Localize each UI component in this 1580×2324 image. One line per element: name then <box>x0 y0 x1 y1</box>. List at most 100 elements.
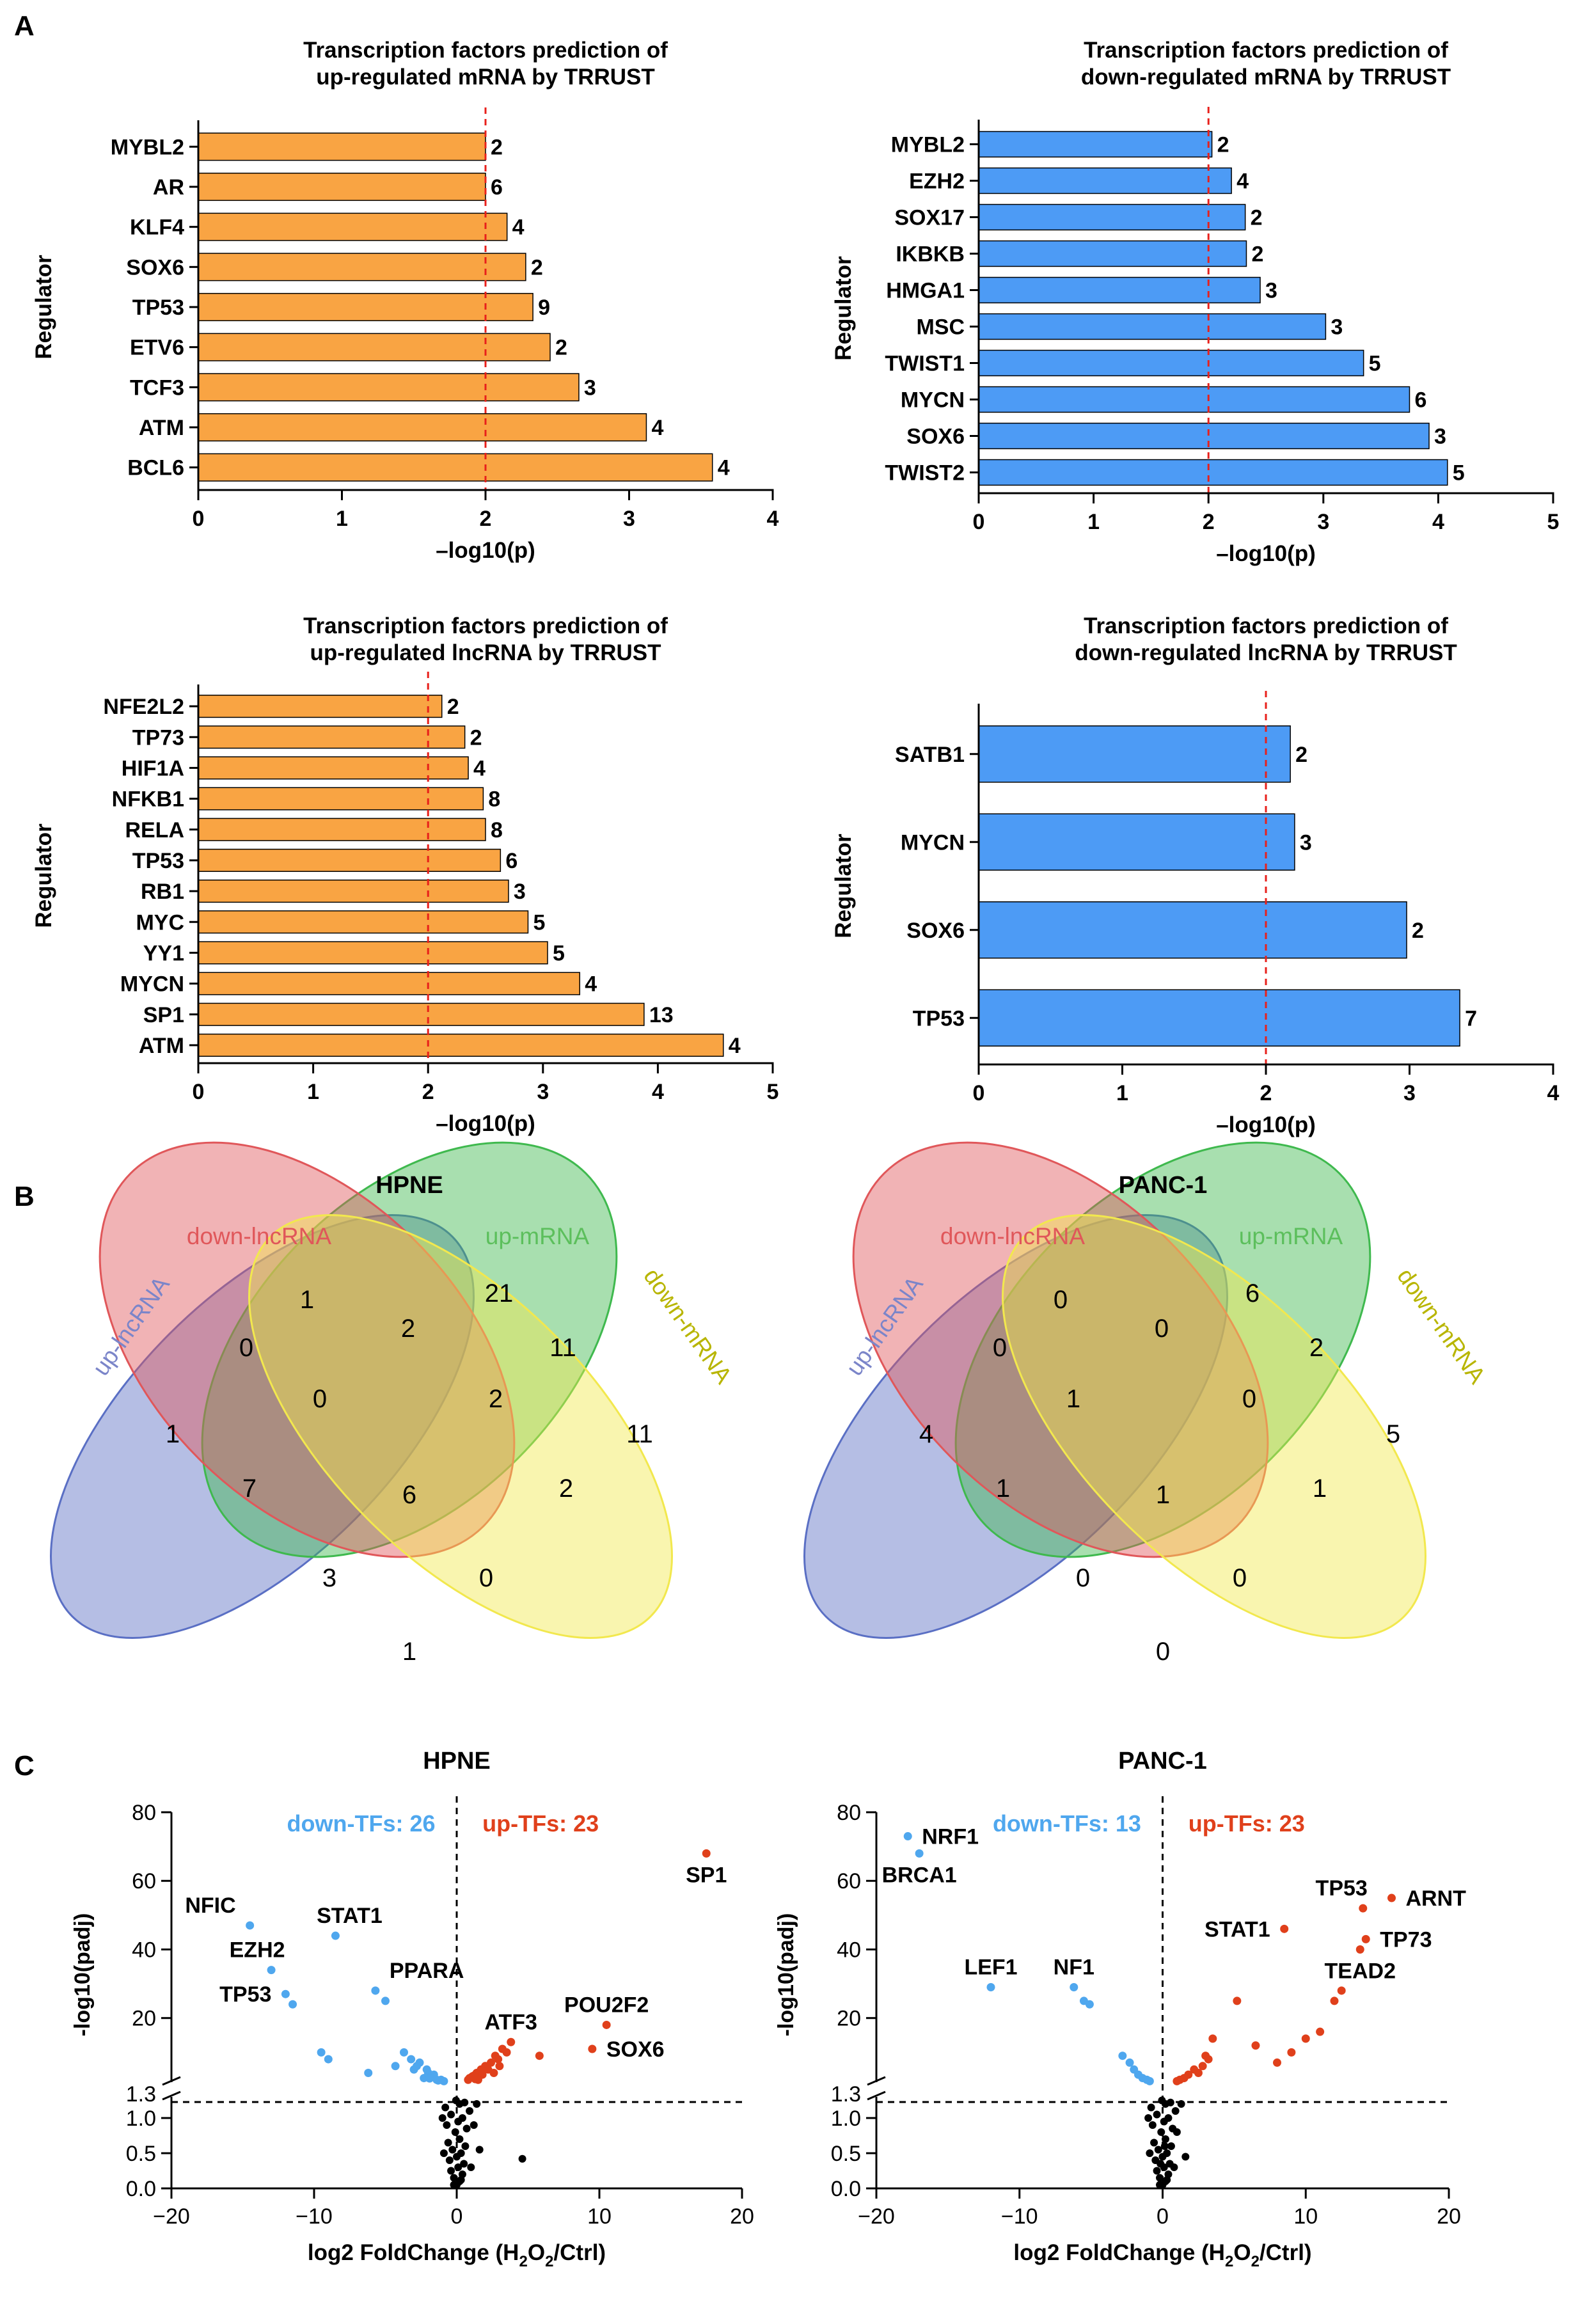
chart-title-line2: up-regulated mRNA by TRRUST <box>316 65 655 90</box>
gene-label: ATF3 <box>484 2010 537 2034</box>
chart-title-line2: up-regulated lncRNA by TRRUST <box>310 640 661 665</box>
point-not-significant <box>447 2110 455 2119</box>
count-label: 2 <box>555 336 567 360</box>
category-label: TWIST1 <box>885 352 965 376</box>
venn-title: HPNE <box>375 1172 443 1199</box>
chart-title-line2: down-regulated lncRNA by TRRUST <box>1075 640 1457 665</box>
x-tick-label: 0 <box>193 507 205 531</box>
point-not-significant <box>460 2160 468 2168</box>
point-up-regulated <box>489 2069 498 2078</box>
point-not-significant <box>1160 2117 1168 2126</box>
point-not-significant <box>1150 2138 1158 2147</box>
category-label: RB1 <box>141 880 184 904</box>
point-up-regulated <box>1198 2062 1207 2071</box>
down-tf-count: down-TFs: 26 <box>287 1810 436 1837</box>
category-label: HMGA1 <box>886 279 965 303</box>
gene-label: PPARA <box>390 1959 464 1983</box>
gene-label: TP53 <box>219 1982 271 2007</box>
volcano-plot-panc1: PANC-1 −20 −10 0 10 20 0.0 0.5 1.01.3 20 40 60 80 log… <box>774 1748 1466 2270</box>
point-not-significant <box>1171 2107 1180 2115</box>
x-tick-label: 3 <box>1317 510 1329 534</box>
point-not-significant <box>467 2163 475 2171</box>
count-label: 6 <box>491 175 503 200</box>
bar-nfkb1 <box>198 787 484 810</box>
venn-region-count: 0 <box>1076 1564 1090 1592</box>
x-axis-label-subscript: 2 <box>545 2253 553 2270</box>
x-tick-label: 4 <box>767 507 779 531</box>
count-label: 6 <box>1415 388 1427 413</box>
x-tick-label: −20 <box>858 2204 895 2229</box>
count-label: 5 <box>1369 352 1381 376</box>
bar-nfe2l2 <box>198 694 443 718</box>
venn-region-count: 1 <box>1066 1385 1080 1413</box>
count-label: 8 <box>491 818 503 842</box>
x-axis-label-part: O <box>1233 2240 1251 2265</box>
category-label: NFE2L2 <box>103 695 184 719</box>
point-not-significant <box>1153 2110 1161 2119</box>
y-tick-label: 1.3 <box>126 2082 156 2107</box>
bar-mycn <box>978 386 1410 413</box>
point-up-regulated <box>535 2051 544 2060</box>
gene-label: TP53 <box>1316 1876 1368 1901</box>
category-label: ATM <box>139 416 184 440</box>
point-up-regulated <box>602 2020 611 2029</box>
category-label: TP53 <box>132 296 184 320</box>
point-not-significant <box>1163 2176 1171 2184</box>
point-up-regulated <box>1173 2076 1181 2085</box>
volcano-title: HPNE <box>423 1748 491 1775</box>
category-label: MYCN <box>120 972 184 997</box>
category-label: MYBL2 <box>891 133 965 157</box>
category-label: AR <box>153 175 184 200</box>
count-label: 4 <box>473 756 486 780</box>
gene-label: NRF1 <box>922 1825 979 1849</box>
point-up-regulated <box>495 2062 504 2071</box>
y-tick-label: 1.0 <box>831 2107 861 2131</box>
count-label: 2 <box>1251 242 1263 267</box>
category-label: SOX6 <box>906 919 965 943</box>
point-down-regulated <box>1118 2051 1127 2060</box>
x-tick-label: 1 <box>1116 1081 1128 1105</box>
point-down-regulated <box>399 2048 408 2057</box>
x-tick-label: 1 <box>307 1080 319 1104</box>
point-down-regulated <box>1070 1982 1078 1991</box>
point-down-regulated <box>986 1982 995 1991</box>
venn-set-down-lncrna <box>852 1141 1269 1558</box>
bar-sp1 <box>198 1002 645 1026</box>
bar-bcl6 <box>198 453 713 482</box>
venn-region-count: 1 <box>1313 1474 1327 1503</box>
chart-title-line1: Transcription factors prediction of <box>1084 613 1448 638</box>
point-down-regulated <box>364 2069 373 2078</box>
gene-label: BRCA1 <box>882 1863 957 1887</box>
bar-twist1 <box>978 349 1364 377</box>
venn-region-count: 0 <box>1155 1315 1169 1343</box>
y-tick-label: 20 <box>837 2007 861 2031</box>
y-axis-label: Regulator <box>31 823 56 928</box>
bar-ikbkb <box>978 240 1247 267</box>
y-tick-label: 0.0 <box>831 2177 861 2201</box>
x-tick-label: 2 <box>480 507 492 531</box>
point-up-regulated <box>1330 1996 1339 2005</box>
gene-label: POU2F2 <box>564 1993 649 2017</box>
axis-break-mark <box>162 2076 181 2101</box>
bar-hif1a <box>198 756 469 780</box>
chart-title-line1: Transcription factors prediction of <box>303 613 668 638</box>
bar-atm <box>198 413 647 442</box>
point-not-significant <box>444 2138 452 2147</box>
gene-label: TEAD2 <box>1325 1959 1396 1983</box>
bar-tcf3 <box>198 373 580 402</box>
venn-set-up-lncrna <box>50 1214 475 1639</box>
x-tick-label: 3 <box>1403 1081 1416 1105</box>
x-axis-label-part: /Ctrl) <box>553 2240 606 2265</box>
point-up-regulated <box>1359 1904 1368 1913</box>
point-up-regulated <box>502 2048 511 2057</box>
point-not-significant <box>1181 2153 1190 2161</box>
venn-region-count: 6 <box>402 1481 416 1509</box>
venn-set-down-mrna <box>248 1214 673 1639</box>
count-label: 4 <box>651 416 663 440</box>
x-axis-label-subscript: 2 <box>1251 2253 1260 2270</box>
point-down-regulated <box>1125 2058 1134 2067</box>
category-label: HIF1A <box>122 756 184 780</box>
x-tick-label: 2 <box>1203 510 1215 534</box>
bar-etv6 <box>198 333 551 361</box>
x-tick-label: 2 <box>422 1080 434 1104</box>
